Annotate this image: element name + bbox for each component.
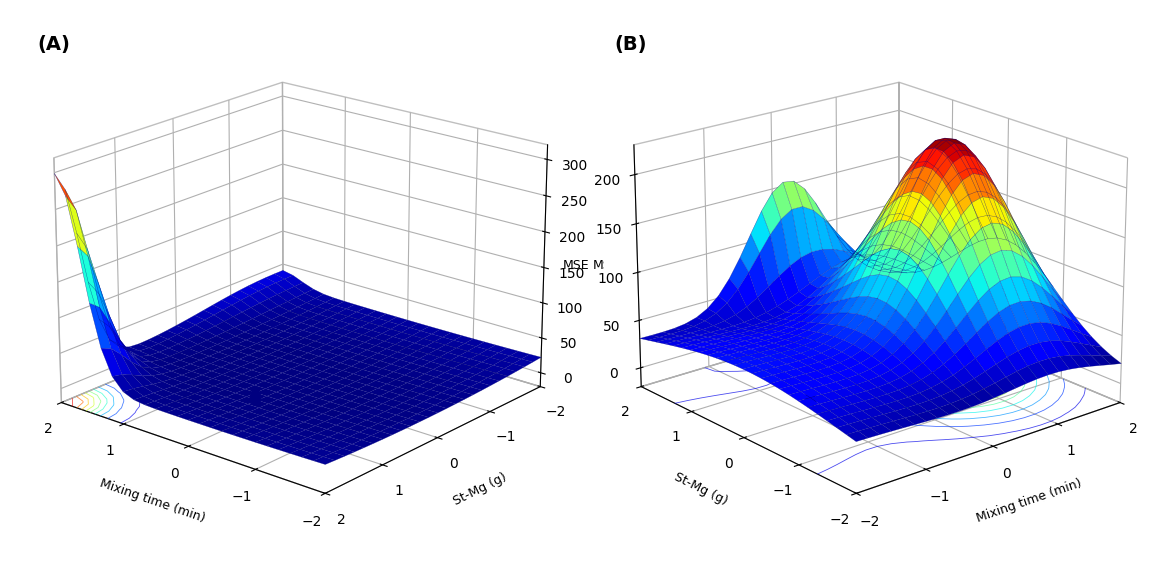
Text: (A): (A) [37,36,71,54]
X-axis label: Mixing time (min): Mixing time (min) [98,477,207,525]
X-axis label: Mixing time (min): Mixing time (min) [976,477,1084,525]
Y-axis label: St-Mg (g): St-Mg (g) [672,470,731,508]
Y-axis label: St-Mg (g): St-Mg (g) [452,470,509,508]
Text: (B): (B) [614,36,647,54]
